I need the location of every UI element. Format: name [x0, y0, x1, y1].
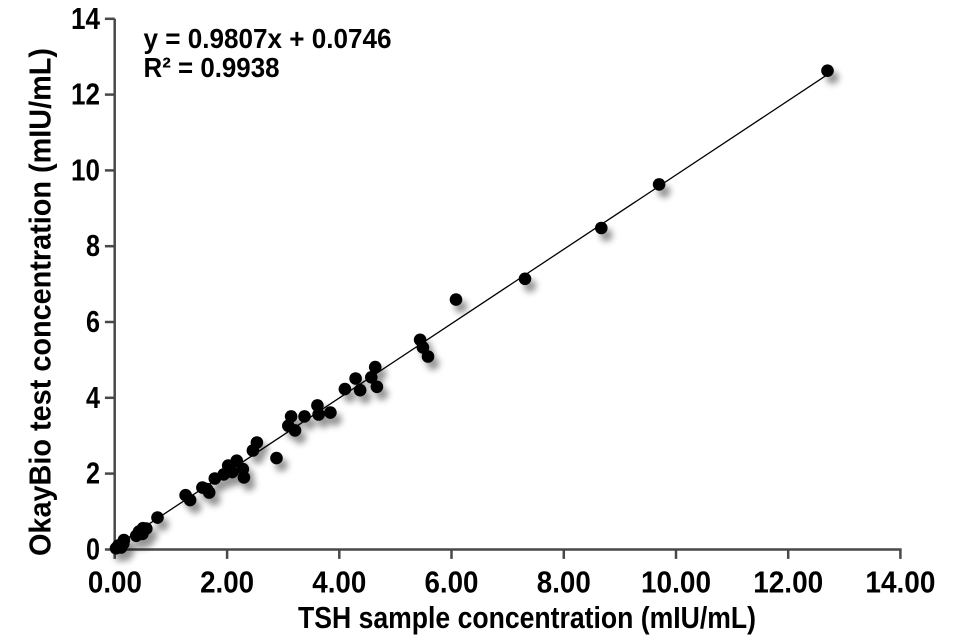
- svg-text:12: 12: [71, 78, 100, 112]
- svg-text:0.00: 0.00: [88, 565, 142, 599]
- svg-text:OkayBio test concentration (mI: OkayBio test concentration (mIU/mL): [23, 48, 58, 556]
- svg-text:6: 6: [86, 305, 100, 339]
- svg-text:R² = 0.9938: R² = 0.9938: [144, 52, 280, 83]
- svg-text:0: 0: [86, 532, 100, 566]
- svg-text:TSH sample concentration (mIU/: TSH sample concentration (mIU/mL): [298, 600, 756, 635]
- svg-text:10: 10: [71, 153, 100, 187]
- svg-text:14: 14: [71, 2, 100, 36]
- svg-text:12.00: 12.00: [753, 565, 823, 599]
- svg-text:8.00: 8.00: [537, 565, 591, 599]
- svg-text:2.00: 2.00: [200, 565, 254, 599]
- svg-text:4.00: 4.00: [312, 565, 366, 599]
- svg-text:8: 8: [86, 229, 100, 263]
- svg-text:6.00: 6.00: [425, 565, 479, 599]
- svg-text:10.00: 10.00: [641, 565, 711, 599]
- svg-text:14.00: 14.00: [865, 565, 935, 599]
- svg-text:2: 2: [86, 457, 100, 491]
- svg-text:y = 0.9807x + 0.0746: y = 0.9807x + 0.0746: [144, 23, 392, 54]
- svg-text:4: 4: [86, 381, 100, 415]
